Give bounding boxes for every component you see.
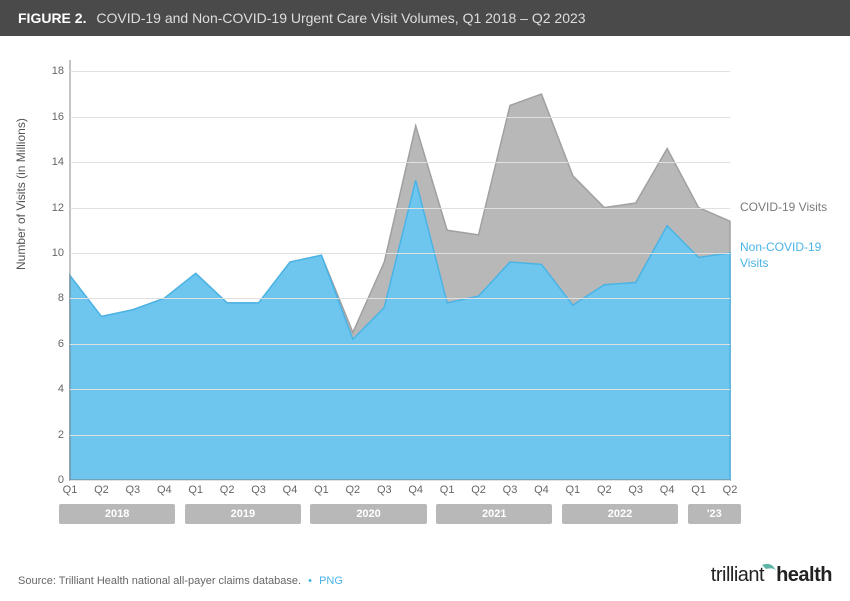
y-tick-label: 2 [58, 429, 64, 441]
x-tick-label: Q4 [157, 484, 172, 496]
x-tick-label: Q2 [471, 484, 486, 496]
legend-covid: COVID-19 Visits [740, 200, 827, 216]
chart-area: 024681012141618Q1Q2Q3Q4Q1Q2Q3Q4Q1Q2Q3Q4Q… [70, 60, 730, 480]
x-tick-label: Q2 [723, 484, 738, 496]
x-tick-label: Q3 [628, 484, 643, 496]
grid-line [70, 480, 730, 481]
grid-line [70, 162, 730, 163]
x-tick-label: Q1 [188, 484, 203, 496]
grid-line [70, 71, 730, 72]
x-tick-label: Q2 [597, 484, 612, 496]
y-tick-label: 14 [52, 156, 64, 168]
year-bar: 2018 [59, 504, 175, 524]
y-tick-label: 12 [52, 202, 64, 214]
x-tick-label: Q1 [63, 484, 78, 496]
png-link[interactable]: PNG [319, 575, 343, 587]
grid-line [70, 435, 730, 436]
x-tick-label: Q2 [220, 484, 235, 496]
grid-line [70, 298, 730, 299]
x-tick-label: Q1 [566, 484, 581, 496]
area-chart-svg [70, 60, 730, 480]
figure-label: FIGURE 2. [18, 10, 86, 26]
year-bar: 2019 [185, 504, 301, 524]
y-tick-label: 10 [52, 247, 64, 259]
x-tick-label: Q2 [94, 484, 109, 496]
figure-header: FIGURE 2. COVID-19 and Non-COVID-19 Urge… [0, 0, 850, 36]
figure-title: COVID-19 and Non-COVID-19 Urgent Care Vi… [96, 10, 585, 26]
trilliant-logo: trillianthealth [711, 561, 832, 587]
x-tick-label: Q2 [346, 484, 361, 496]
x-tick-label: Q3 [251, 484, 266, 496]
y-tick-label: 6 [58, 338, 64, 350]
y-axis-label: Number of Visits (in Millions) [14, 118, 28, 270]
x-tick-label: Q4 [660, 484, 675, 496]
x-tick-label: Q1 [691, 484, 706, 496]
x-tick-label: Q4 [534, 484, 549, 496]
year-bar: '23 [688, 504, 741, 524]
grid-line [70, 389, 730, 390]
y-tick-label: 8 [58, 292, 64, 304]
grid-line [70, 344, 730, 345]
y-tick-label: 4 [58, 383, 64, 395]
y-tick-label: 16 [52, 111, 64, 123]
x-tick-label: Q3 [126, 484, 141, 496]
x-tick-label: Q4 [408, 484, 423, 496]
grid-line [70, 253, 730, 254]
x-tick-label: Q1 [314, 484, 329, 496]
figure-footer: Source: Trilliant Health national all-pa… [18, 561, 832, 587]
y-tick-label: 18 [52, 65, 64, 77]
x-tick-label: Q3 [503, 484, 518, 496]
source-text: Source: Trilliant Health national all-pa… [18, 575, 343, 587]
year-bar: 2022 [562, 504, 678, 524]
grid-line [70, 208, 730, 209]
x-tick-label: Q3 [377, 484, 392, 496]
x-tick-label: Q4 [283, 484, 298, 496]
x-tick-label: Q1 [440, 484, 455, 496]
grid-line [70, 117, 730, 118]
legend-noncovid: Non-COVID-19 Visits [740, 240, 850, 271]
year-bar: 2020 [310, 504, 426, 524]
year-bar: 2021 [436, 504, 552, 524]
